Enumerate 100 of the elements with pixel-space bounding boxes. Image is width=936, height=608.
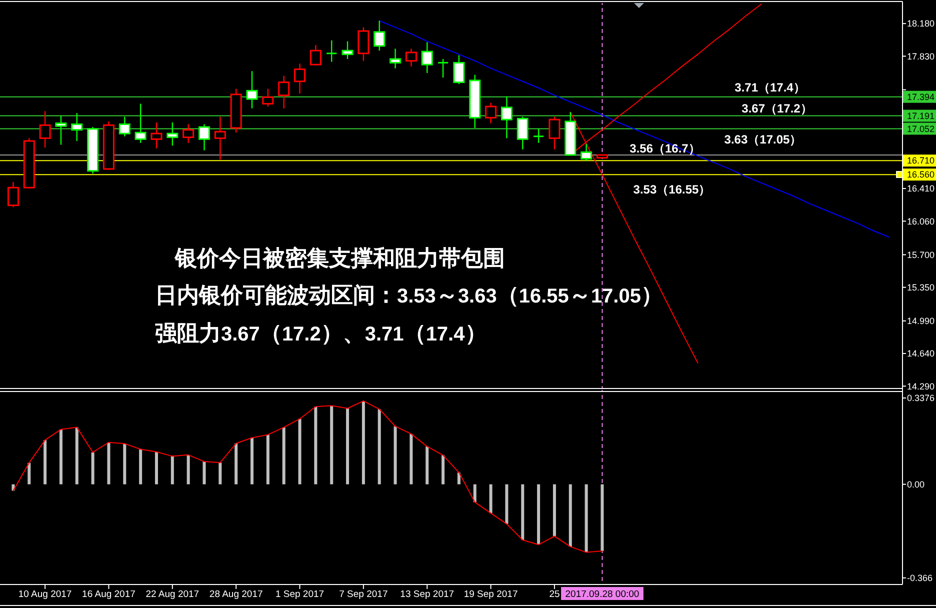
candlestick: [358, 26, 370, 62]
text: 强阻力3.67（17.2）、: [155, 322, 365, 347]
candlestick: [516, 116, 528, 150]
y-tick-label: 18.180: [907, 18, 935, 29]
x-tick-label: 28 Aug 2017: [209, 589, 263, 600]
candlestick: [150, 122, 162, 150]
line-series: [12, 400, 603, 553]
candlestick: [294, 63, 306, 94]
candlestick: [278, 75, 290, 109]
bar: [139, 449, 142, 484]
candlestick: [374, 20, 386, 52]
bar: [107, 442, 110, 484]
candlestick: [71, 112, 83, 142]
y-tick-label: 0.00: [907, 479, 925, 490]
candlestick: [437, 58, 449, 78]
annotation: 3.63（17.05）: [724, 132, 802, 147]
ref-line-label: 16.560: [907, 170, 935, 180]
bar: [346, 408, 350, 484]
bar: [218, 462, 222, 484]
candlestick: [182, 124, 194, 144]
x-tick-label: 19 Sep 2017: [464, 589, 518, 600]
ref-line-label: 16.710: [907, 156, 935, 166]
candlestick: [580, 143, 592, 162]
line-series: [378, 20, 890, 238]
y-tick-label: 14.990: [907, 316, 935, 326]
bar: [537, 484, 540, 545]
candlestick: [246, 70, 258, 109]
bar: [298, 418, 302, 484]
y-tick-label: 14.640: [907, 348, 935, 359]
annotation: 3.71（17.4）: [364, 322, 487, 347]
x-tick-label: 1 Sep 2017: [275, 589, 324, 600]
y-tick-label: 15.350: [907, 282, 935, 292]
candlestick: [166, 122, 178, 146]
bar: [330, 406, 334, 484]
candlestick: [405, 48, 417, 68]
y-tick-label: 16.060: [907, 216, 935, 226]
bar: [426, 446, 429, 484]
bar: [442, 455, 445, 484]
candlestick: [310, 44, 322, 66]
bar: [75, 427, 78, 484]
annotation: 银价今日被密集支撑和阻力带包围: [174, 246, 505, 272]
candlestick: [548, 116, 560, 150]
bar: [202, 462, 206, 484]
bar: [457, 472, 460, 484]
bar: [600, 484, 604, 552]
bar: [314, 406, 318, 484]
y-tick-label: 0.3376: [907, 393, 935, 404]
annotation: 3.67（17.2）: [742, 102, 812, 116]
bar: [266, 434, 270, 484]
bar: [170, 456, 174, 484]
bar: [362, 400, 365, 484]
text: 日内银价可能波动区间：3.53～3.63（16.55～17.05）: [155, 284, 663, 309]
candlestick: [342, 40, 354, 60]
y-tick-label: 16.410: [907, 184, 935, 194]
candlestick: [118, 116, 130, 137]
bar: [505, 484, 508, 524]
candlestick: [500, 96, 512, 139]
candlestick: [262, 88, 274, 108]
candlestick: [214, 116, 226, 160]
candlestick: [55, 115, 67, 146]
bar: [282, 427, 286, 484]
text: 3.71（17.4）: [734, 80, 806, 95]
x-tick-label: 25: [549, 589, 560, 600]
bar: [568, 484, 572, 547]
bar: [91, 452, 94, 484]
bar: [552, 484, 556, 536]
bar: [378, 409, 381, 484]
x-tick-label: 2017.09.28 00:00: [565, 589, 640, 600]
bar: [521, 484, 524, 540]
x-tick-label: 22 Aug 2017: [146, 589, 200, 600]
bar: [584, 484, 588, 552]
bar: [394, 426, 397, 484]
bar: [28, 462, 31, 484]
bar: [59, 429, 62, 484]
candlestick: [532, 128, 544, 144]
bar: [410, 434, 413, 484]
bar: [44, 440, 47, 484]
x-tick-label: 7 Sep 2017: [339, 589, 388, 600]
candlestick: [453, 54, 465, 85]
candlestick: [390, 48, 402, 69]
x-tick-label: 10 Aug 2017: [18, 589, 72, 600]
candlestick: [7, 181, 19, 208]
candlestick: [421, 42, 433, 74]
candlestick: [134, 103, 146, 144]
bar: [234, 443, 238, 484]
ref-line-label: 17.394: [907, 92, 935, 102]
y-tick-label: -0.366: [907, 573, 933, 584]
bar: [250, 438, 254, 484]
annotation: 3.53（16.55）: [633, 182, 711, 197]
x-tick-label: 13 Sep 2017: [400, 589, 454, 600]
bar: [473, 484, 476, 502]
bar: [123, 444, 126, 484]
candlestick: [326, 40, 338, 62]
ref-line-label: 17.191: [907, 110, 935, 121]
bar: [186, 454, 190, 484]
bar: [154, 452, 158, 484]
candlestick: [39, 110, 51, 148]
y-tick-label: 15.700: [907, 250, 935, 260]
x-tick-label: 16 Aug 2017: [82, 589, 136, 600]
ref-line-label: 17.052: [907, 124, 935, 134]
